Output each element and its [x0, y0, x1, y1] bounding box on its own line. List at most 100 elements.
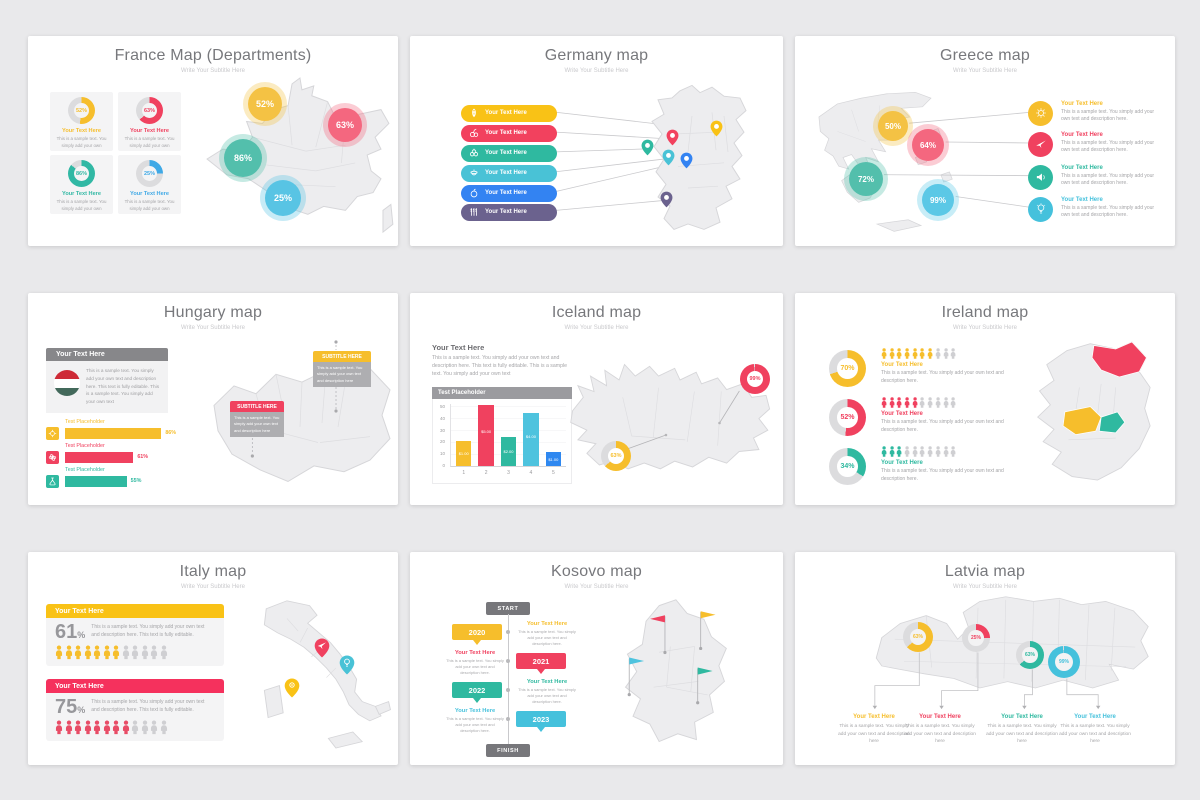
- timeline-line: [508, 614, 509, 744]
- panel-text: This is a sample text. You simply add yo…: [86, 368, 160, 404]
- panel-header: Your Text Here: [46, 348, 168, 361]
- slide-latvia[interactable]: Latvia map Write Your Subtitle Here 63% …: [795, 552, 1175, 765]
- stat-row: 34% Your Text Here This is a sample text…: [825, 446, 1021, 492]
- panel-body: This is a sample text. You simply add yo…: [46, 361, 168, 413]
- bar-label: Test Placeholder: [65, 443, 105, 449]
- pill-label: Your Text Here: [485, 190, 527, 196]
- flag-stripe-red: [54, 370, 80, 379]
- donut-chart: 25%: [136, 160, 163, 187]
- timeline-year-tag: 2021: [516, 653, 566, 674]
- card-title: Your Text Here: [62, 191, 101, 197]
- progress-bar: 86%: [65, 428, 176, 439]
- flag-stripe-white: [54, 378, 80, 388]
- donut-chart: 86%: [68, 160, 95, 187]
- map-bubble: 63%: [328, 108, 362, 142]
- map-bubble: 50%: [878, 111, 908, 141]
- item-text: Your Text Here This is a sample text. Yo…: [1061, 165, 1160, 188]
- timeline-finish-button: FINISH: [486, 744, 530, 757]
- map-pin: [666, 129, 679, 146]
- kosovo-map: [624, 599, 727, 743]
- bar-label: Test Placeholder: [65, 419, 105, 425]
- slide-kosovo[interactable]: Kosovo map Write Your Subtitle Here STAR…: [410, 552, 783, 765]
- people-pictograph: [55, 720, 215, 735]
- progress-bar: 55%: [65, 476, 141, 487]
- card-title: Your Text Here: [62, 128, 101, 134]
- map-pin: [662, 149, 675, 166]
- people-pictograph: [881, 397, 1021, 408]
- atom-icon: [46, 451, 59, 464]
- map-pin: [660, 191, 673, 208]
- iceland-bar-yaxis: 50 40 30 20 10 0: [439, 404, 445, 468]
- section-heading: Your Text Here: [432, 343, 485, 352]
- donut-chart: 63%: [1016, 641, 1044, 669]
- stat-row: 52% Your Text Here This is a sample text…: [825, 397, 1021, 443]
- subtitle: Write Your Subtitle Here: [181, 68, 245, 74]
- card-title: Your Text Here: [130, 128, 169, 134]
- timeline-text: Your Text Here This is a sample text. Yo…: [518, 679, 576, 705]
- slide-iceland[interactable]: Iceland map Write Your Subtitle Here You…: [410, 293, 783, 505]
- item-title: Your Text Here: [1061, 100, 1103, 107]
- item-title: Your Text Here: [1061, 196, 1103, 203]
- item-desc: This is a sample text. You simply add yo…: [1061, 172, 1155, 187]
- stat-card: 25% Your Text Here This is a sample text…: [118, 155, 181, 214]
- callout-connectors: [250, 340, 338, 458]
- bar-value: 55%: [130, 478, 142, 484]
- berries-icon: [469, 128, 479, 138]
- flag-icon: [629, 657, 645, 665]
- pill-label: Your Text Here: [485, 150, 527, 156]
- map-pin: [641, 139, 654, 156]
- donut-chart: 99%: [1048, 646, 1080, 678]
- slide-germany[interactable]: Germany map Write Your Subtitle Here You…: [410, 36, 783, 246]
- footnote-column: Your Text Here This is a sample text. Yo…: [1059, 714, 1131, 745]
- map-pin: [314, 638, 330, 658]
- timeline-start-button: START: [486, 602, 530, 615]
- pill-label: Your Text Here: [485, 110, 527, 116]
- map-pin: [680, 152, 693, 169]
- callout-title: SUBTITLE HERE: [230, 401, 284, 412]
- donut-chart: 70%: [829, 350, 866, 387]
- row-des: This is a sample text. You simply add yo…: [881, 419, 1004, 433]
- italy-map: [263, 600, 392, 749]
- progress-bar: 61%: [65, 452, 148, 463]
- subtitle: Write Your Subtitle Here: [181, 584, 245, 590]
- people-pictograph: [55, 645, 215, 660]
- map-bubble: 72%: [849, 162, 883, 196]
- tag-notch: [473, 698, 481, 707]
- slide-ireland[interactable]: Ireland map Write Your Subtitle Here 70%…: [795, 293, 1175, 505]
- slide-italy[interactable]: Italy map Write Your Subtitle Here Your …: [28, 552, 398, 765]
- list-item: Your Text Here This is a sample text. Yo…: [1028, 100, 1160, 126]
- map-pin: [339, 655, 355, 675]
- page-title: Latvia map: [944, 563, 1026, 580]
- subtitle: Write Your Subtitle Here: [564, 584, 629, 590]
- page-title: Italy map: [179, 563, 247, 580]
- germany-map: [651, 84, 747, 230]
- legend-pill: Your Text Here: [461, 203, 557, 221]
- bulb-icon: [344, 658, 350, 667]
- slide-greece[interactable]: Greece map Write Your Subtitle Here 50% …: [795, 36, 1175, 246]
- map-callout: SUBTITLE HERE This is a sample text. You…: [313, 351, 371, 388]
- slide-hungary[interactable]: Hungary map Write Your Subtitle Here You…: [28, 293, 398, 505]
- connector-lines: [883, 110, 1032, 209]
- card-desc: This is a sample text. You simply add yo…: [56, 136, 107, 148]
- flag-icon: [697, 667, 713, 675]
- pill-label: Your Text Here: [485, 130, 527, 136]
- list-item: Your Text Here This is a sample text. Yo…: [1028, 196, 1160, 222]
- row-desc: This is a sample text. You simply add yo…: [881, 468, 1004, 482]
- footnote-column: Your Text Here This is a sample text. Yo…: [986, 714, 1058, 745]
- item-title: Your Text Here: [1061, 131, 1103, 138]
- wheat-icon: [470, 208, 477, 216]
- apple-icon: [470, 188, 478, 198]
- slide-france[interactable]: France Map (Departments) Write Your Subt…: [28, 36, 398, 246]
- callout-body: This is a sample text. You simply add yo…: [313, 362, 371, 388]
- list-item: Your Text Here This is a sample text. Yo…: [1028, 164, 1160, 190]
- legend-pill: Your Text Here: [461, 144, 557, 162]
- footnote-column: Your Text Here This is a sample text. Yo…: [838, 714, 910, 745]
- page-title: Kosovo map: [551, 563, 642, 580]
- donut-chart: 99%: [740, 364, 770, 394]
- card-desc: This is a sample text. You simply add yo…: [91, 699, 205, 713]
- gear-icon: [46, 427, 59, 440]
- donut-chart: 52%: [68, 97, 95, 124]
- map-bubble: 25%: [265, 180, 301, 216]
- footnote-column: Your Text Here This is a sample text. Yo…: [904, 714, 976, 745]
